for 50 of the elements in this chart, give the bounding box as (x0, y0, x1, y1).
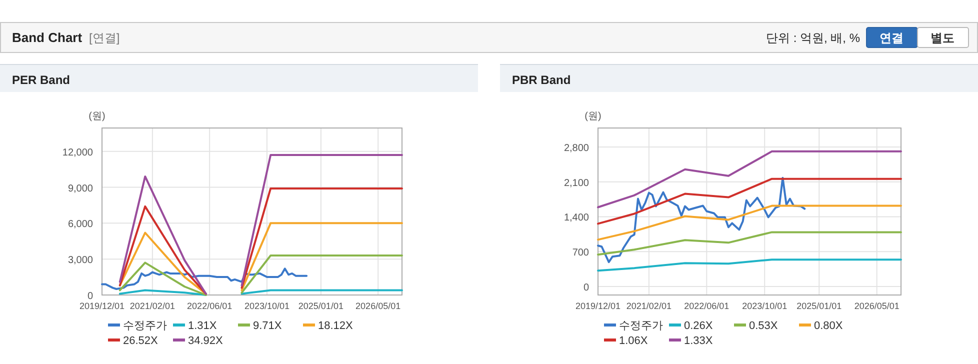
y-tick-label: 3,000 (68, 255, 94, 266)
x-tick-label: 2019/12/01 (575, 301, 621, 311)
legend-label: 0.26X (684, 320, 714, 332)
legend-label: 26.52X (123, 335, 159, 347)
legend-label: 18.12X (318, 320, 354, 332)
legend-label: 9.71X (253, 320, 282, 332)
text: 연결 (880, 31, 904, 45)
line-series (597, 178, 902, 225)
line-series (101, 268, 308, 290)
y-tick-label: 0 (583, 282, 590, 294)
legend-label: 수정주가 (123, 320, 167, 332)
x-tick-label: 2021/02/01 (130, 301, 175, 311)
y-tick-label: 6,000 (68, 219, 94, 230)
legend-label: 1.06X (619, 335, 648, 347)
text: [연결] (89, 31, 120, 45)
line-series (597, 231, 902, 256)
x-tick-label: 2023/10/01 (244, 301, 290, 311)
y-tick-label: 12,000 (62, 147, 94, 158)
y-axis-title: (원) (584, 111, 602, 122)
x-tick-label: 2022/06/01 (684, 301, 730, 311)
y-tick-label: 2,800 (564, 142, 590, 154)
y-tick-label: 1,400 (564, 212, 590, 224)
legend-label: 1.33X (684, 335, 714, 347)
line-series (597, 258, 902, 272)
x-tick-label: 2022/06/01 (187, 301, 232, 311)
line-series (597, 204, 902, 241)
line-series (597, 150, 902, 208)
x-tick-label: 2026/05/01 (854, 301, 900, 311)
legend-label: 34.92X (188, 335, 224, 347)
legend-label: 0.53X (749, 320, 778, 332)
x-tick-label: 2019/12/01 (79, 301, 125, 311)
text: 별도 (930, 31, 954, 45)
y-tick-label: 0 (87, 291, 94, 302)
y-tick-label: 2,100 (564, 178, 590, 189)
text: Band Chart (12, 30, 83, 45)
chart-title: PBR Band (512, 73, 571, 87)
x-tick-label: 2025/01/01 (298, 301, 344, 311)
x-tick-label: 2025/01/01 (796, 301, 842, 311)
y-axis-title: (원) (88, 111, 106, 122)
text: 단위 : 억원, 배, % (766, 31, 860, 45)
x-tick-label: 2021/02/01 (626, 301, 672, 311)
y-tick-label: 700 (572, 248, 590, 259)
y-tick-label: 9,000 (68, 183, 94, 194)
legend-label: 0.80X (814, 320, 844, 332)
legend-label: 수정주가 (619, 320, 663, 332)
line-series (597, 176, 806, 264)
legend-label: 1.31X (188, 320, 218, 332)
x-tick-label: 2026/05/01 (356, 301, 401, 311)
x-tick-label: 2023/10/01 (742, 301, 788, 311)
chart-title: PER Band (12, 73, 70, 87)
